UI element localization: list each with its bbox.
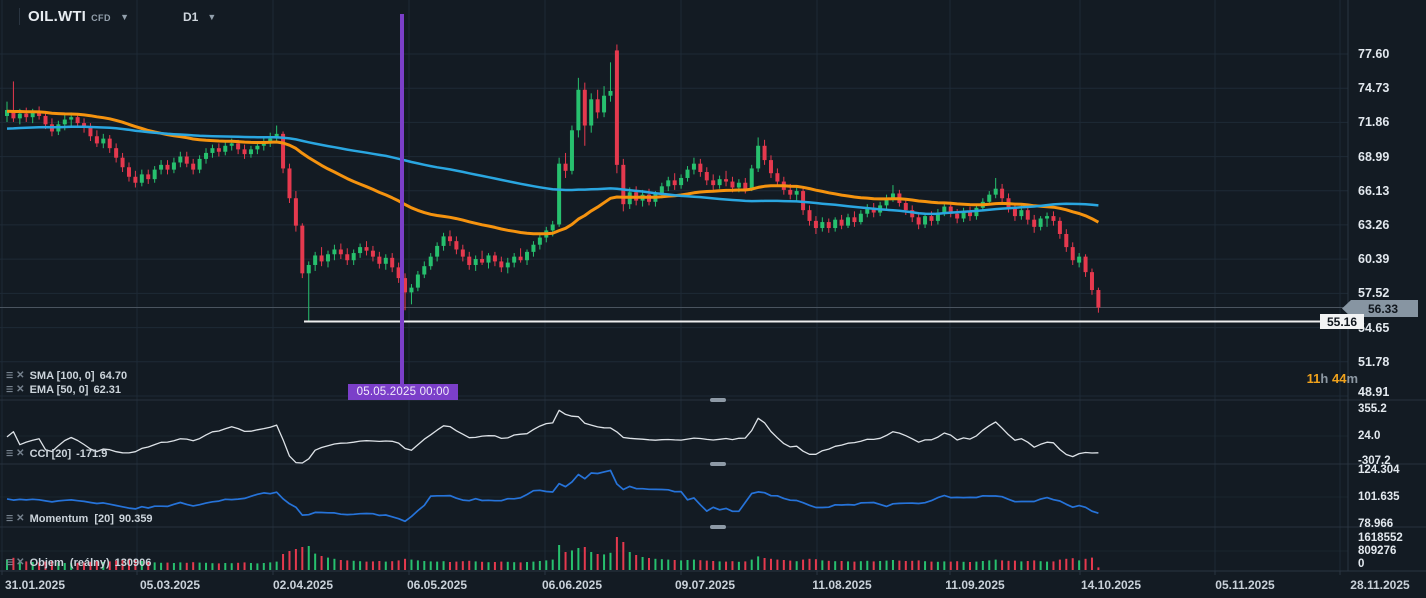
countdown-hours-unit: h — [1320, 371, 1329, 386]
indicator-row-sma: ☰ ✕ SMA [100, 0] 64.70 — [6, 369, 127, 382]
timeframe-selector[interactable]: D1 ▼ — [183, 10, 216, 24]
indicator-close-icon[interactable]: ✕ — [16, 383, 25, 395]
indicator-close-icon[interactable]: ✕ — [16, 447, 25, 459]
indicator-axis-label: 809276 — [1358, 545, 1397, 557]
price-axis-label: 48.91 — [1358, 385, 1390, 399]
candle-countdown: 11h 44m — [1270, 371, 1358, 386]
time-axis-label: 05.11.2025 — [1215, 578, 1275, 592]
price-axis-label: 74.73 — [1358, 81, 1390, 96]
indicator-row-ema: ☰ ✕ EMA [50, 0] 62.31 — [6, 383, 121, 396]
chevron-down-icon: ▼ — [120, 12, 129, 22]
indicator-row-momentum: ☰ ✕ Momentum [20] 90.359 — [6, 512, 153, 525]
instrument-type-badge: CFD — [91, 13, 112, 23]
indicator-close-icon[interactable]: ✕ — [16, 369, 25, 381]
price-axis-label: 71.86 — [1358, 115, 1390, 130]
indicator-settings-icon[interactable]: ☰ — [6, 513, 14, 523]
time-axis-label: 11.08.2025 — [812, 578, 872, 592]
pane-resize-handle[interactable] — [710, 398, 726, 402]
indicator-axis-label: 0 — [1358, 558, 1365, 570]
time-axis-label: 06.06.2025 — [541, 578, 603, 592]
price-axis-label: 66.13 — [1358, 183, 1390, 198]
chart-header: OIL.WTI CFD ▼ D1 ▼ — [19, 8, 216, 25]
price-axis-label: 60.39 — [1358, 252, 1390, 267]
cci-label: CCI [20] — [29, 447, 72, 460]
time-axis-label: 31.01.2025 — [4, 578, 66, 592]
indicator-settings-icon[interactable]: ☰ — [6, 448, 14, 458]
price-axis-label: 77.60 — [1358, 47, 1390, 61]
chevron-down-icon: ▼ — [207, 11, 217, 22]
countdown-hours: 11 — [1306, 371, 1321, 386]
pane-resize-handle[interactable] — [710, 525, 726, 529]
time-axis-label: 02.04.2025 — [272, 578, 334, 592]
indicator-row-volume: ☰ ✕ Objem (reálny) 130906 — [6, 556, 151, 569]
volume-label: Objem (reálny) — [29, 556, 110, 569]
time-axis-label: 05.03.2025 — [139, 578, 201, 592]
time-axis-label: 28.11.2025 — [1350, 578, 1410, 592]
indicator-axis-label: 24.0 — [1358, 430, 1381, 442]
price-axis-label: 57.52 — [1358, 286, 1390, 301]
current-price-tag: 56.33 — [1342, 300, 1418, 317]
timeframe-label: D1 — [182, 9, 199, 24]
price-axis-label: 51.78 — [1358, 354, 1390, 369]
time-axis-label: 09.07.2025 — [674, 578, 736, 592]
volume-value: 130906 — [114, 556, 152, 569]
cci-value: -171.9 — [76, 447, 108, 460]
indicator-axis-label: 355.2 — [1358, 403, 1387, 415]
indicator-axis-label: 124.304 — [1358, 464, 1400, 476]
pane-resize-handle[interactable] — [710, 462, 726, 466]
indicator-settings-icon[interactable]: ☰ — [6, 557, 14, 567]
price-axis-label: 54.65 — [1358, 320, 1390, 335]
alert-price-tag: 55.16 — [1320, 314, 1364, 329]
symbol-label: OIL.WTI — [28, 8, 87, 25]
countdown-minutes-unit: m — [1346, 371, 1358, 386]
ema-label: EMA [50, 0] — [29, 383, 89, 396]
indicator-settings-icon[interactable]: ☰ — [6, 370, 14, 380]
momentum-value: 90.359 — [118, 512, 153, 525]
indicator-row-cci: ☰ ✕ CCI [20] -171.9 — [6, 447, 107, 460]
indicator-axis-label: 78.966 — [1358, 518, 1394, 530]
momentum-label: Momentum [20] — [29, 512, 114, 525]
indicator-axis-label: 101.635 — [1358, 491, 1400, 503]
price-axis-label: 63.26 — [1358, 217, 1390, 232]
crosshair-timestamp: 05.05.2025 00:00 — [348, 384, 458, 400]
sma-label: SMA [100, 0] — [29, 369, 95, 382]
time-axis-label: 14.10.2025 — [1080, 578, 1142, 592]
indicator-settings-icon[interactable]: ☰ — [6, 384, 14, 394]
indicator-close-icon[interactable]: ✕ — [16, 512, 25, 524]
time-axis-label: 06.05.2025 — [406, 578, 468, 592]
time-axis-label: 11.09.2025 — [945, 578, 1005, 592]
ema-value: 62.31 — [93, 383, 121, 396]
price-axis-label: 68.99 — [1358, 149, 1390, 164]
countdown-minutes: 44 — [1331, 371, 1347, 386]
indicator-axis-label: -307.2 — [1358, 455, 1391, 467]
indicator-axis-label: 1618552 — [1358, 532, 1403, 544]
symbol-selector[interactable]: OIL.WTI CFD ▼ — [19, 8, 129, 25]
sma-value: 64.70 — [99, 369, 128, 382]
indicator-close-icon[interactable]: ✕ — [16, 556, 25, 568]
